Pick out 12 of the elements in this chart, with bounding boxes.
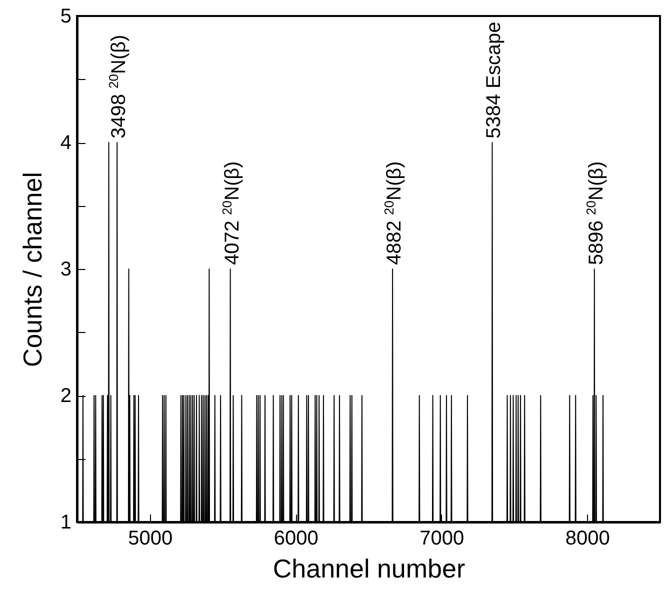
x-tick-label: 6000 xyxy=(274,528,318,550)
y-tick-label: 1 xyxy=(60,512,72,534)
x-tick-label: 8000 xyxy=(565,528,610,550)
x-axis-title: Channel number xyxy=(272,554,466,584)
y-tick-label: 2 xyxy=(60,385,72,407)
y-tick-label: 3 xyxy=(60,258,72,280)
y-tick-label: 4 xyxy=(60,132,72,154)
x-tick-label: 5000 xyxy=(128,528,173,550)
annotation: 5384 Escape xyxy=(483,22,506,138)
x-tick-label: 7000 xyxy=(420,528,464,550)
y-axis-title: Counts / channel xyxy=(17,172,48,368)
y-tick-label: 5 xyxy=(60,6,72,28)
